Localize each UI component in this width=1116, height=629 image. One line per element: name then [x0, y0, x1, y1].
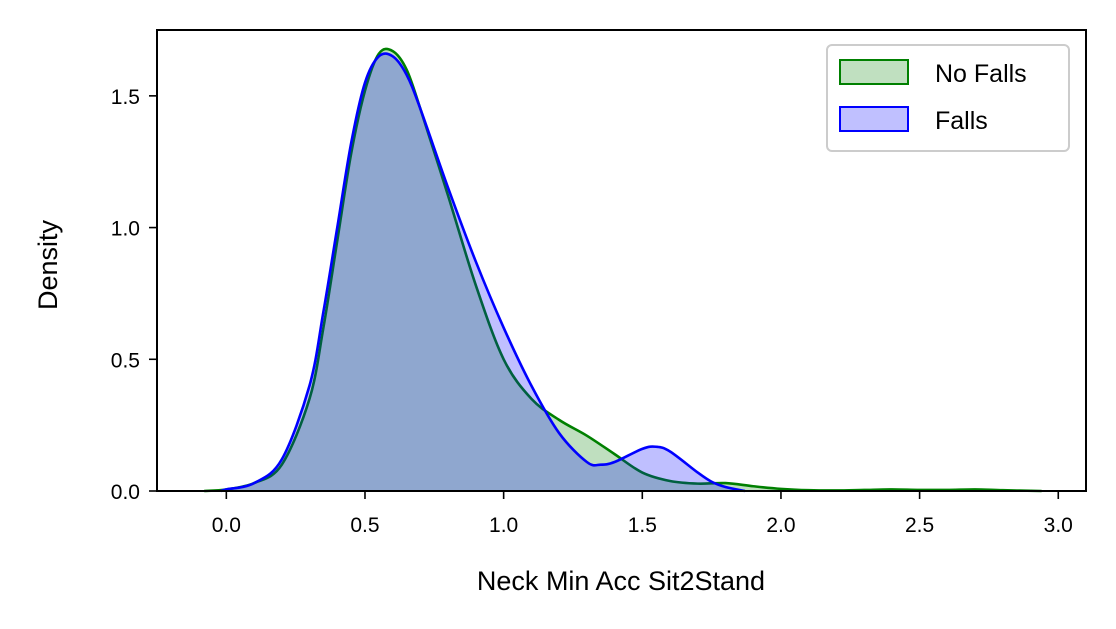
series-line-no-falls — [204, 47, 1042, 493]
legend-label-falls: Falls — [935, 107, 988, 135]
x-axis-label: Neck Min Acc Sit2Stand — [477, 566, 765, 596]
x-tick-label: 0.0 — [212, 514, 241, 537]
legend-label-no-falls: No Falls — [935, 60, 1027, 88]
density-curves — [204, 47, 1042, 493]
x-tick-label: 1.0 — [489, 514, 518, 537]
y-tick-label: 1.0 — [111, 218, 140, 241]
legend-swatch-no-falls — [839, 59, 909, 85]
y-tick-label: 1.5 — [111, 86, 140, 109]
legend: No Falls Falls — [826, 44, 1070, 152]
y-axis-ticks: 0.0 0.5 1.0 1.5 — [111, 86, 157, 504]
x-axis-ticks: 0.0 0.5 1.0 1.5 2.0 2.5 3.0 — [212, 491, 1073, 537]
plot-frame — [156, 29, 1087, 492]
y-tick-label: 0.5 — [111, 349, 140, 372]
x-tick-label: 3.0 — [1044, 514, 1073, 537]
y-axis-label: Density — [33, 219, 63, 310]
series-area-falls — [220, 53, 745, 491]
series-line-falls — [220, 52, 746, 493]
y-tick-label: 0.0 — [111, 481, 140, 504]
legend-swatch-falls — [839, 106, 909, 132]
series-area-no-falls — [204, 48, 1042, 492]
x-tick-label: 1.5 — [628, 514, 657, 537]
x-tick-label: 0.5 — [350, 514, 379, 537]
x-tick-label: 2.0 — [766, 514, 795, 537]
x-tick-label: 2.5 — [905, 514, 934, 537]
